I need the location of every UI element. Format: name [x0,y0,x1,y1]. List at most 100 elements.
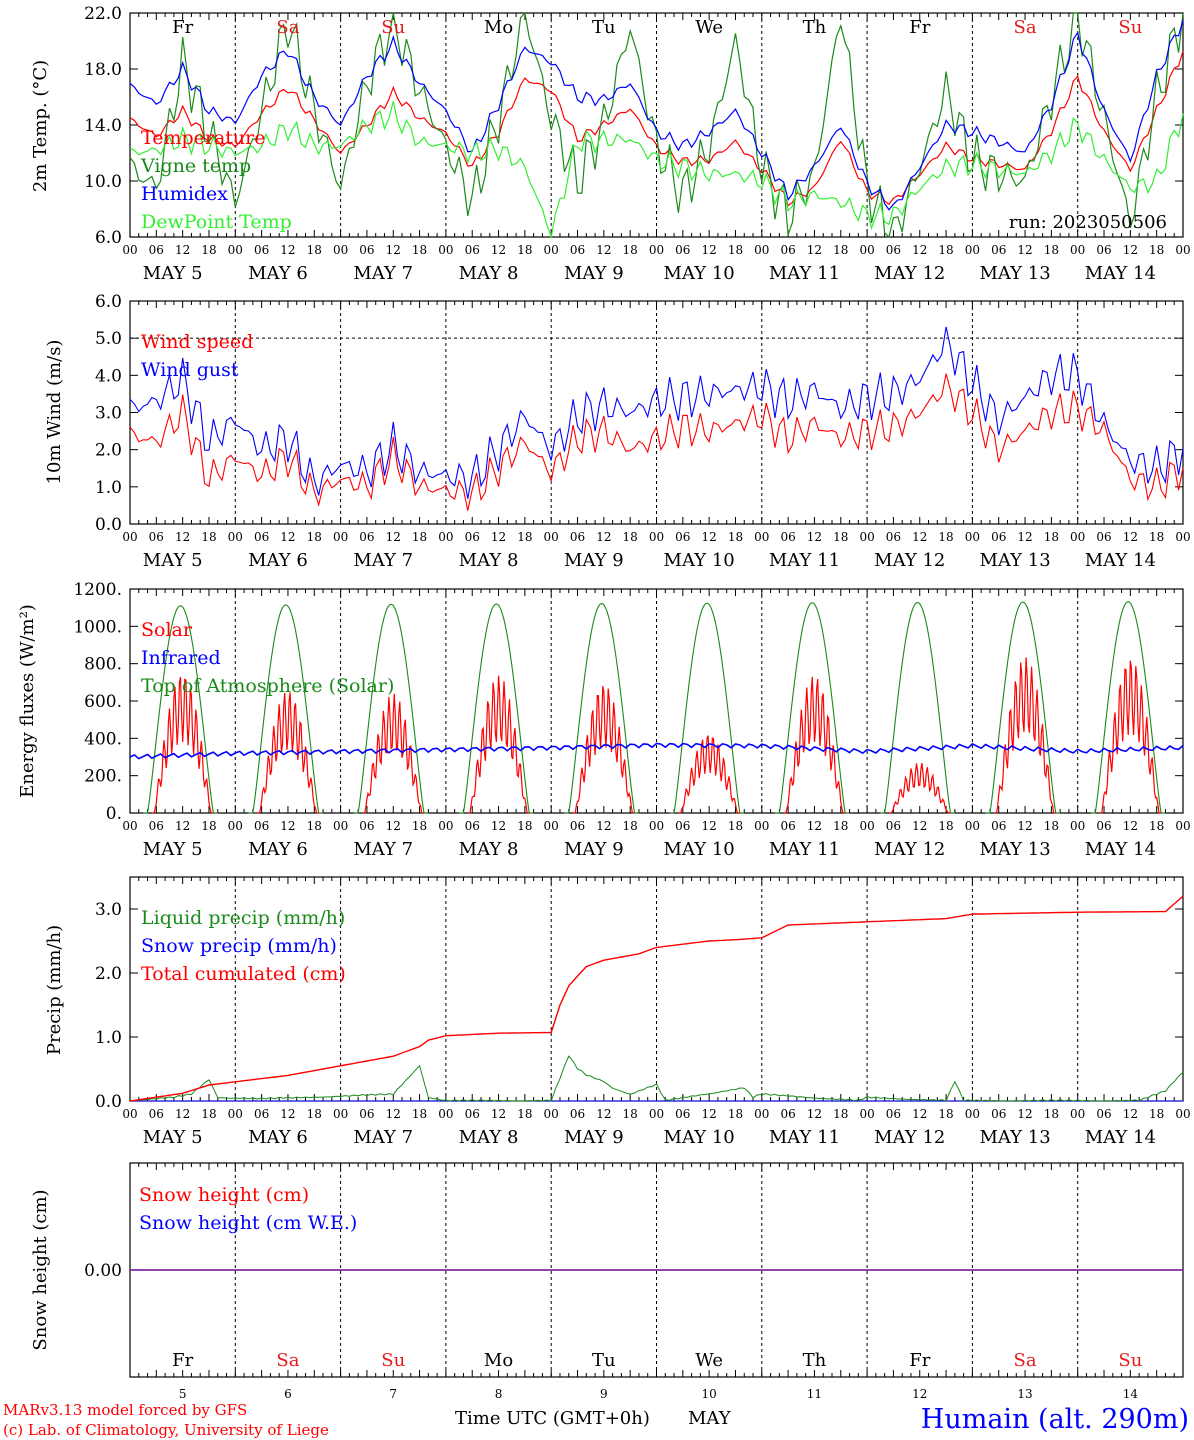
wind-y-tick-label: 4.0 [95,366,122,386]
energy-hour-tick-label: 12 [386,819,401,833]
weekday-label: Tu [592,17,616,38]
wind-hour-tick-label: 06 [149,530,164,544]
precip-hour-tick-label: 18 [1044,1107,1059,1121]
precip-hour-tick-label: 12 [807,1107,822,1121]
wind-hour-tick-label: 06 [991,530,1006,544]
energy-legend-2: Top of Atmosphere (Solar) [141,675,394,697]
precip-hour-tick-label: 18 [201,1107,216,1121]
temp-hour-tick-label: 00 [544,243,559,257]
snow-weekday-label: Th [803,1350,827,1371]
wind-y-tick-label: 3.0 [95,404,122,424]
wind-plot-frame [129,300,1184,525]
energy-hour-tick-label: 12 [596,819,611,833]
solar-curve [1099,660,1162,814]
wind-legend-0: Wind speed [141,331,253,353]
precip-hour-tick-label: 06 [570,1107,585,1121]
wind-hour-tick-label: 18 [938,530,953,544]
energy-hour-tick-label: 18 [201,819,216,833]
toa-solar-curve [248,604,324,814]
toa-solar-curve [669,602,745,814]
precip-hour-tick-label: 06 [1096,1107,1111,1121]
precip-hour-tick-label: 06 [465,1107,480,1121]
toa-solar-curve [1090,601,1166,814]
wind-date-label: MAY 14 [1085,550,1156,571]
temp-hour-tick-label: 06 [570,243,585,257]
energy-date-label: MAY 11 [769,839,840,860]
temp-y-tick-label: 18.0 [84,60,122,80]
energy-hour-tick-label: 00 [754,819,769,833]
precip-hour-tick-label: 00 [122,1107,137,1121]
temp-hour-tick-label: 00 [965,243,980,257]
precip-hour-tick-label: 00 [965,1107,980,1121]
precip-hour-tick-label: 00 [1070,1107,1085,1121]
wind-y-axis-label: 10m Wind (m/s) [44,340,65,485]
wind-hour-tick-label: 12 [702,530,717,544]
wind-hour-tick-label: 06 [780,530,795,544]
temp-series-green [129,11,1184,239]
temp-hour-tick-label: 00 [754,243,769,257]
temp-hour-tick-label: 18 [1044,243,1059,257]
solar-curve [573,686,635,814]
temp-date-label: MAY 14 [1085,263,1156,284]
precip-hour-tick-label: 18 [517,1107,532,1121]
temp-hour-tick-label: 12 [175,243,190,257]
temp-hour-tick-label: 06 [675,243,690,257]
wind-series-blue [129,326,1184,499]
snow-day-number: 5 [179,1387,187,1401]
energy-hour-tick-label: 12 [807,819,822,833]
wind-hour-tick-label: 12 [491,530,506,544]
precip-y-axis-label: Precip (mm/h) [44,925,65,1055]
energy-hour-tick-label: 00 [544,819,559,833]
temp-hour-tick-label: 00 [333,243,348,257]
wind-date-label: MAY 10 [664,550,735,571]
snow-legend-0: Snow height (cm) [139,1184,309,1206]
temp-hour-tick-label: 18 [412,243,427,257]
solar-curve [362,693,424,814]
snow-day-number: 12 [912,1387,927,1401]
precip-hour-tick-label: 00 [1175,1107,1190,1121]
precip-hour-tick-label: 18 [1149,1107,1164,1121]
precip-hour-tick-label: 12 [280,1107,295,1121]
temp-hour-tick-label: 06 [991,243,1006,257]
precip-hour-tick-label: 18 [307,1107,322,1121]
precip-date-label: MAY 11 [769,1127,840,1148]
wind-hour-tick-label: 12 [807,530,822,544]
wind-hour-tick-label: 00 [965,530,980,544]
temp-hour-tick-label: 06 [780,243,795,257]
energy-hour-tick-label: 18 [517,819,532,833]
precip-date-label: MAY 6 [248,1127,308,1148]
precip-hour-tick-label: 18 [412,1107,427,1121]
wind-y-tick-label: 2.0 [95,441,122,461]
energy-hour-tick-label: 12 [491,819,506,833]
snow-day-number: 6 [284,1387,292,1401]
wind-hour-tick-label: 00 [1070,530,1085,544]
temp-hour-tick-label: 12 [1123,243,1138,257]
precip-date-label: MAY 5 [143,1127,203,1148]
wind-date-label: MAY 5 [143,550,203,571]
wind-y-tick-label: 0.0 [95,515,122,535]
precip-hour-tick-label: 12 [1123,1107,1138,1121]
wind-hour-tick-label: 00 [859,530,874,544]
weekday-label: Th [803,17,827,38]
energy-hour-tick-label: 12 [280,819,295,833]
temp-hour-tick-label: 12 [280,243,295,257]
temp-legend-2: Humidex [141,183,228,205]
wind-y-tick-label: 6.0 [95,292,122,312]
energy-y-tick-label: 0. [106,804,122,824]
energy-hour-tick-label: 18 [412,819,427,833]
energy-date-label: MAY 12 [874,839,945,860]
precip-date-label: MAY 9 [564,1127,624,1148]
snow-weekday-label: Sa [276,1350,299,1371]
temp-hour-tick-label: 00 [438,243,453,257]
wind-hour-tick-label: 12 [1017,530,1032,544]
energy-date-label: MAY 10 [664,839,735,860]
temp-series-blue [129,19,1184,211]
energy-hour-tick-label: 18 [623,819,638,833]
wind-hour-tick-label: 18 [728,530,743,544]
precip-hour-tick-label: 12 [491,1107,506,1121]
energy-y-tick-label: 800. [84,655,122,675]
wind-hour-tick-label: 12 [912,530,927,544]
energy-date-label: MAY 13 [979,839,1050,860]
energy-hour-tick-label: 18 [728,819,743,833]
wind-hour-tick-label: 00 [438,530,453,544]
